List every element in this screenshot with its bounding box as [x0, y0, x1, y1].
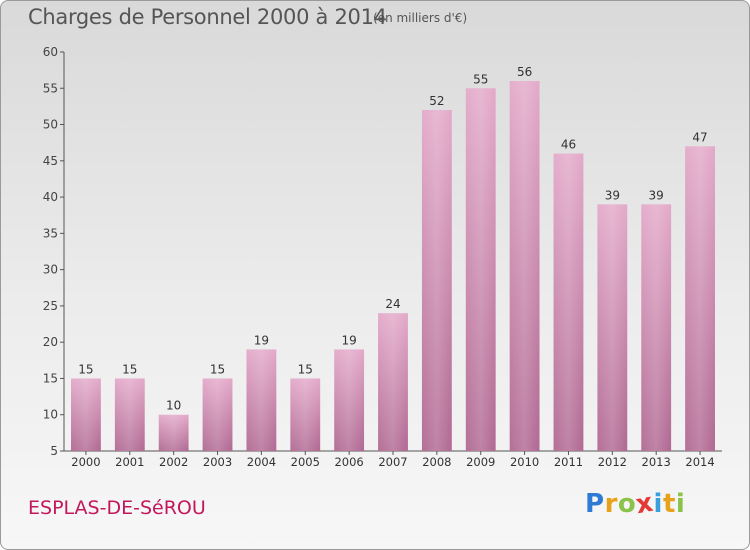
- bar-value-label: 15: [210, 362, 225, 376]
- bar-highlight: [421, 110, 452, 451]
- x-tick-label: 2012: [598, 455, 627, 469]
- bar-value-label: 10: [166, 399, 181, 413]
- x-tick-label: 2009: [466, 455, 495, 469]
- chart-title: Charges de Personnel 2000 à 2014: [28, 5, 387, 29]
- bar-value-label: 15: [78, 362, 93, 376]
- bar-value-label: 39: [649, 188, 664, 202]
- x-tick-label: 2013: [642, 455, 671, 469]
- bar-highlight: [246, 349, 277, 451]
- bar-value-label: 15: [122, 362, 137, 376]
- commune-name: ESPLAS-DE-SéROU: [28, 497, 206, 519]
- x-tick-label: 2001: [115, 455, 144, 469]
- proxiti-logo: Proxiti: [585, 488, 686, 521]
- y-tick-label: 40: [43, 190, 58, 204]
- bar-highlight: [334, 349, 365, 451]
- bar-highlight: [685, 146, 715, 452]
- bar-value-label: 24: [385, 297, 400, 311]
- bar-highlight: [641, 204, 672, 451]
- bar-highlight: [71, 378, 101, 451]
- bar-highlight: [158, 414, 189, 451]
- bar-value-label: 55: [473, 72, 488, 86]
- x-tick-label: 2010: [510, 455, 539, 469]
- bar-highlight: [290, 378, 321, 451]
- x-tick-label: 2011: [554, 455, 583, 469]
- y-tick-label: 10: [43, 408, 58, 422]
- bar-value-label: 56: [517, 65, 532, 79]
- bar-value-label: 46: [561, 138, 576, 152]
- bar-highlight: [465, 88, 496, 451]
- bar-highlight: [553, 153, 584, 451]
- chart-unit: (en milliers d'€): [373, 11, 468, 25]
- bar-value-label: 15: [298, 362, 313, 376]
- bar-value-label: 19: [341, 333, 356, 347]
- logo-letter: i: [675, 489, 686, 519]
- x-tick-label: 2003: [203, 455, 232, 469]
- bar-highlight: [597, 204, 628, 451]
- x-tick-label: 2000: [71, 455, 100, 469]
- x-tick-label: 2008: [422, 455, 451, 469]
- y-tick-label: 20: [43, 335, 58, 349]
- x-tick-label: 2007: [378, 455, 407, 469]
- logo-letter: i: [653, 489, 663, 519]
- logo-letter: P: [585, 489, 605, 519]
- x-tick-label: 2002: [159, 455, 188, 469]
- bar-highlight: [509, 81, 540, 451]
- y-tick-label: 30: [43, 263, 58, 277]
- y-tick-label: 15: [43, 371, 58, 385]
- bar-value-label: 52: [429, 94, 444, 108]
- y-tick-label: 55: [43, 81, 58, 95]
- x-tick-label: 2004: [247, 455, 276, 469]
- logo-letter: r: [604, 489, 618, 519]
- logo-letter: o: [617, 489, 637, 519]
- bar-value-label: 39: [605, 188, 620, 202]
- y-tick-label: 45: [43, 154, 58, 168]
- y-tick-label: 5: [50, 444, 58, 458]
- y-tick-label: 60: [43, 45, 58, 59]
- y-tick-label: 25: [43, 299, 58, 313]
- x-tick-label: 2005: [291, 455, 320, 469]
- bar-highlight: [378, 313, 408, 451]
- bar-value-label: 47: [692, 130, 707, 144]
- x-tick-label: 2014: [685, 455, 714, 469]
- logo-letter: t: [662, 489, 676, 519]
- bar-highlight: [114, 378, 145, 451]
- x-tick-label: 2006: [334, 455, 363, 469]
- y-tick-label: 50: [43, 118, 58, 132]
- bar-highlight: [202, 378, 233, 451]
- bar-value-label: 19: [254, 333, 269, 347]
- y-tick-label: 35: [43, 226, 58, 240]
